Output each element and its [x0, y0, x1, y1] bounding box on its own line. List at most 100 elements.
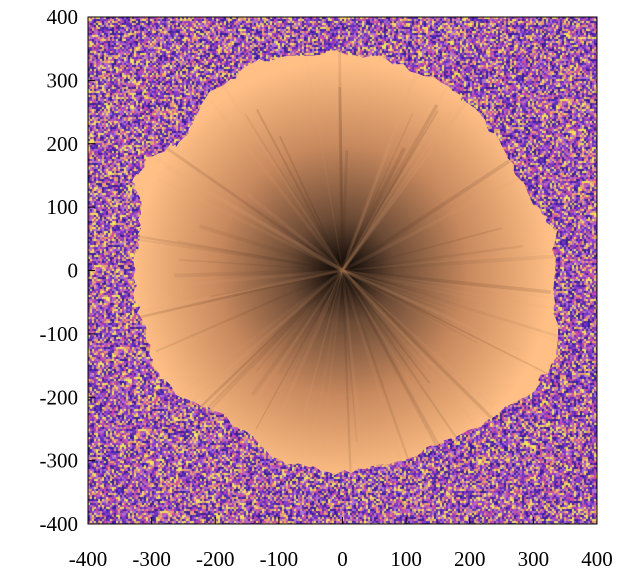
- radial-streak: [210, 100, 344, 272]
- y-tick-label: -400: [40, 512, 79, 536]
- radial-streak: [341, 270, 417, 476]
- x-tick-label: -300: [132, 547, 171, 571]
- radial-streak: [199, 269, 344, 421]
- y-tick-label: 300: [47, 68, 79, 92]
- radial-streak: [210, 66, 344, 272]
- radial-streak: [244, 113, 344, 272]
- radial-streak: [338, 86, 345, 271]
- x-tick-label: -400: [69, 547, 108, 571]
- radial-streak: [341, 116, 450, 272]
- radial-streak: [287, 270, 343, 383]
- radial-streak: [143, 149, 344, 272]
- x-tick-label: 300: [518, 547, 550, 571]
- radial-streak: [342, 268, 552, 294]
- radial-streak: [177, 240, 343, 272]
- radial-streak: [342, 244, 524, 272]
- radial-streak: [342, 269, 543, 333]
- radial-streak: [246, 192, 344, 272]
- radial-streak: [178, 259, 343, 272]
- radial-streak: [341, 269, 433, 367]
- radial-streak: [340, 74, 487, 272]
- radial-streak: [341, 66, 460, 272]
- y-tick-label: 0: [68, 259, 79, 283]
- radial-streak: [309, 270, 345, 452]
- radial-streak: [131, 268, 343, 321]
- radial-streak: [270, 269, 345, 434]
- radial-streak: [342, 269, 457, 315]
- radial-streak: [341, 100, 469, 272]
- radial-streak: [340, 50, 427, 272]
- y-tick-label: -200: [40, 385, 79, 409]
- radial-streak: [341, 269, 465, 450]
- radial-streak: [337, 50, 344, 271]
- radial-streak: [251, 269, 345, 396]
- radial-streak: [341, 269, 457, 476]
- radial-streak: [340, 147, 407, 272]
- y-tick-label: 400: [47, 5, 79, 29]
- radial-streak: [341, 269, 450, 331]
- radial-streak: [342, 269, 478, 344]
- radial-streak: [341, 270, 363, 452]
- radial-streak: [341, 104, 439, 272]
- radial-streak: [341, 270, 420, 397]
- x-tick-label: 100: [390, 547, 422, 571]
- radial-streak: [279, 135, 344, 271]
- radial-streak: [342, 269, 559, 345]
- radial-streak: [341, 110, 439, 271]
- radial-streak: [158, 269, 343, 310]
- radial-streak: [341, 270, 431, 384]
- radial-streak: [251, 270, 343, 369]
- radial-streak: [342, 269, 488, 304]
- x-tick-label: -200: [196, 547, 235, 571]
- radial-streak: [341, 269, 457, 321]
- plot-area: [88, 17, 597, 524]
- radial-streak: [341, 270, 358, 443]
- x-tick-label: -100: [260, 547, 299, 571]
- x-axis: -400 -300 -200 -100 0 100 200 300 400: [69, 517, 613, 571]
- radial-streak: [342, 269, 559, 348]
- radial-streak: [341, 269, 522, 353]
- radial-streak: [342, 269, 559, 316]
- radial-streak: [342, 227, 502, 272]
- radial-streak: [321, 270, 344, 453]
- radial-streak: [341, 269, 448, 465]
- radial-streak: [341, 269, 502, 434]
- y-axis: -400 -300 -200 -100 0 100 200 300 400: [40, 5, 95, 536]
- radial-streak: [341, 269, 507, 433]
- x-tick-label: 0: [337, 547, 348, 571]
- radial-streak: [210, 269, 343, 298]
- radial-streak: [302, 50, 344, 271]
- radial-streak: [342, 253, 559, 273]
- y-tick-label: 100: [47, 195, 79, 219]
- radial-streak: [341, 159, 511, 273]
- radial-streak: [341, 270, 352, 473]
- radial-streak: [342, 269, 559, 387]
- y-tick-label: -300: [40, 449, 79, 473]
- radial-streak: [149, 135, 344, 272]
- radial-streak: [256, 109, 344, 271]
- radial-streak: [174, 268, 343, 278]
- radial-streak: [158, 177, 344, 272]
- radial-streak: [341, 269, 473, 330]
- radial-streak: [191, 269, 344, 402]
- x-tick-label: 200: [454, 547, 486, 571]
- radial-streak: [340, 270, 410, 476]
- radial-streak: [341, 117, 440, 272]
- radial-streak: [155, 269, 343, 353]
- radial-streak: [303, 270, 344, 417]
- radial-streak: [342, 249, 559, 272]
- radial-streak: [198, 224, 344, 273]
- radial-streak: [341, 269, 474, 423]
- radial-streak: [341, 113, 414, 271]
- radial-streak: [341, 149, 389, 271]
- x-tick-label: 400: [581, 547, 613, 571]
- radial-streak: [255, 270, 343, 430]
- radial-streak: [341, 269, 495, 408]
- radial-streak: [341, 269, 448, 382]
- y-tick-label: 200: [47, 132, 79, 156]
- y-tick-label: -100: [40, 322, 79, 346]
- radial-streak: [131, 234, 343, 272]
- radial-streak: [341, 150, 349, 271]
- radial-streak: [164, 165, 344, 273]
